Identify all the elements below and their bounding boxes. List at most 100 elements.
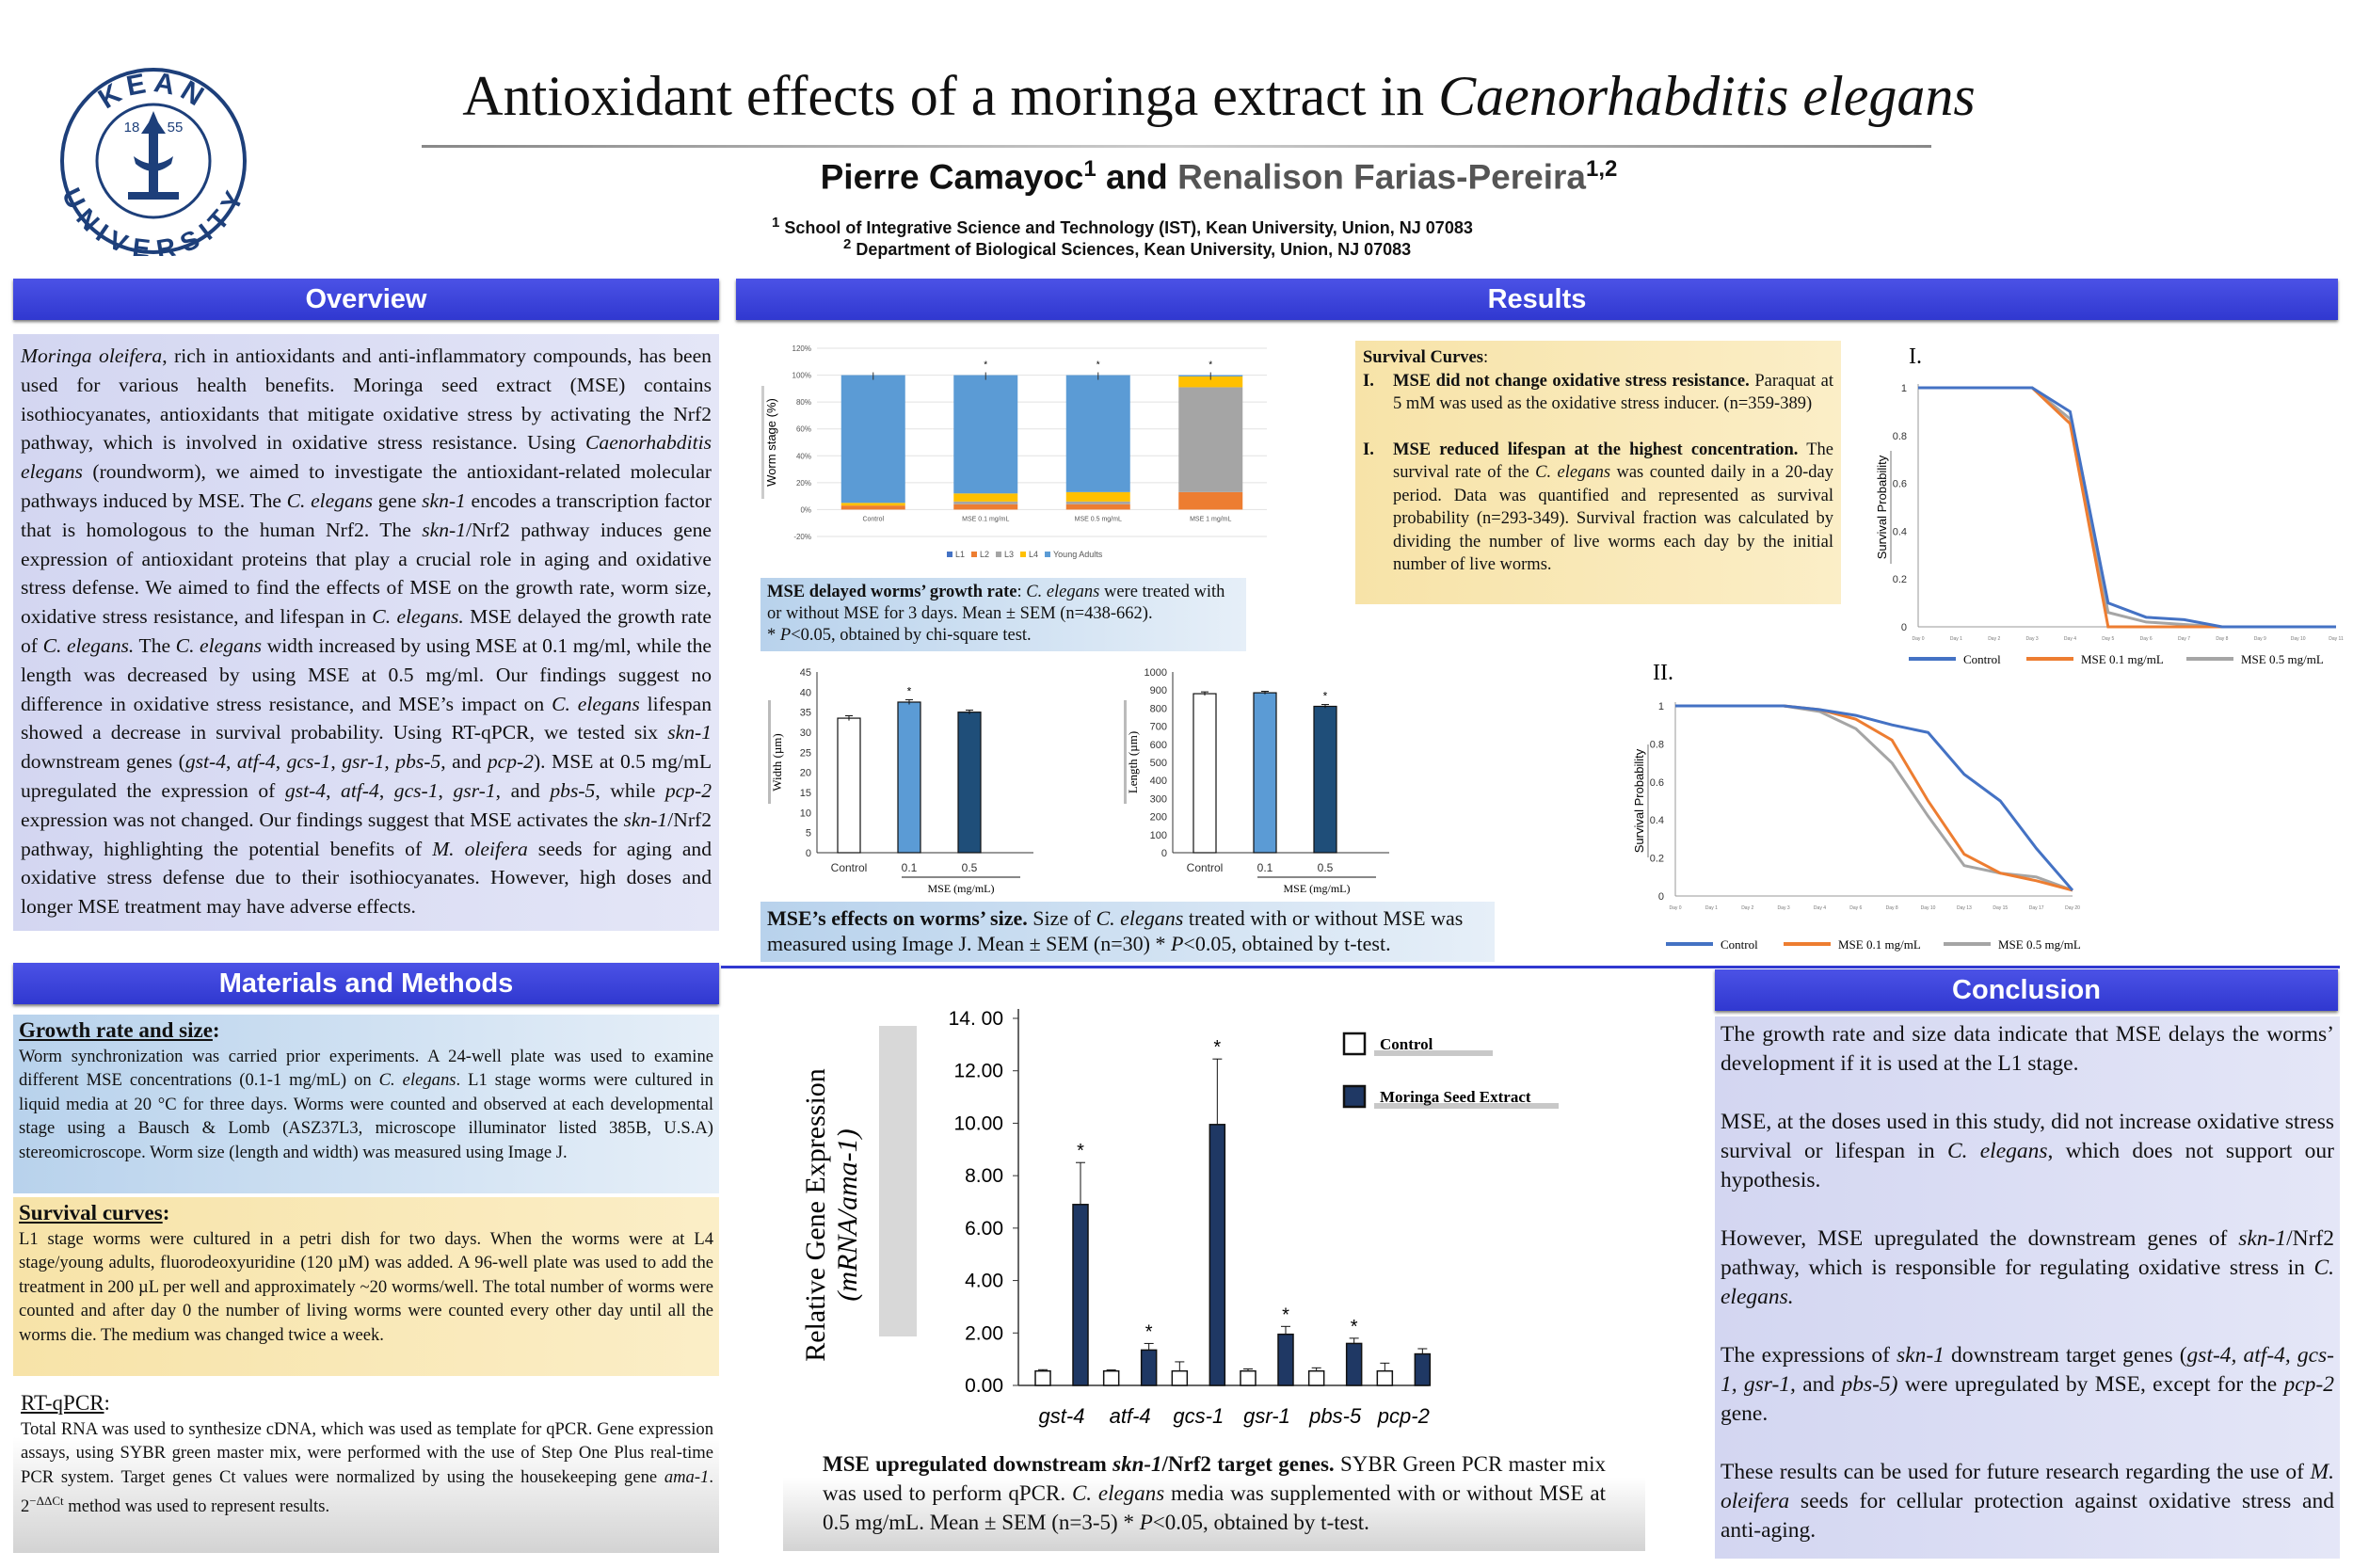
- legend-label: MSE 0.1 mg/mL: [1838, 937, 1921, 952]
- conclusion-panel: The growth rate and size data indicate t…: [1715, 1016, 2340, 1559]
- stacked-bar-segment: [953, 493, 1018, 502]
- stacked-bar-segment: [840, 375, 905, 504]
- y-tick-label: 0.2: [1893, 574, 1907, 585]
- gene-bar: [1072, 1204, 1089, 1386]
- x-tick-label: Day 4: [1814, 905, 1826, 911]
- y-tick-label: 700: [1150, 722, 1167, 733]
- legend-swatch: [947, 552, 952, 557]
- x-axis-label: MSE (mg/mL): [928, 882, 995, 895]
- x-tick-label: gcs-1: [1173, 1404, 1224, 1428]
- y-tick-label: 10: [800, 808, 811, 819]
- significance-star: *: [1145, 1321, 1153, 1342]
- size-bar: [1253, 692, 1277, 854]
- panel-label: I.: [1909, 344, 1922, 369]
- y-axis-label: Worm stage (%): [764, 398, 778, 487]
- survival-method-text: Survival curves: L1 stage worms were cult…: [19, 1201, 713, 1345]
- gene-bar: [1209, 1124, 1226, 1386]
- x-tick-label: Day 11: [2329, 636, 2344, 642]
- survival-line: [1918, 386, 2336, 629]
- x-tick-label: pbs-5: [1308, 1404, 1362, 1428]
- aff2-sup: 2: [843, 236, 852, 252]
- x-tick-label: Day 10: [2291, 636, 2306, 642]
- axis-label-bar: [1647, 744, 1649, 857]
- y-axis-label: Survival Probability: [1632, 748, 1646, 853]
- growth-method-text: Growth rate and size: Worm synchronizatio…: [19, 1018, 713, 1162]
- x-tick-label: Day 20: [2065, 905, 2080, 911]
- y-tick-label: 20%: [796, 479, 811, 488]
- title-rule: [422, 145, 1931, 148]
- conclusion-header: Conclusion: [1715, 969, 2338, 1011]
- logo-year-left: 18: [124, 120, 140, 136]
- survival-line: [1675, 704, 2073, 892]
- x-tick-label: Day 10: [1921, 905, 1936, 911]
- growth-stage-chart: 120% 100% 80% 60% 40% 20% 0% -20% Worm stage (%)…: [761, 344, 1267, 559]
- x-tick-label: MSE 0.5 mg/mL: [1075, 516, 1122, 522]
- x-tick-label: Day 15: [1993, 905, 2008, 911]
- conclusion-p3: However, MSE upregulated the downstream …: [1721, 1226, 2334, 1309]
- x-tick-label: 0.5: [962, 861, 978, 874]
- legend-swatch: [971, 552, 977, 557]
- legend-label: Young Adults: [1053, 550, 1103, 559]
- y-tick-label: 1: [1901, 383, 1907, 394]
- y-tick-label: 900: [1150, 685, 1167, 696]
- stacked-bar-segment: [840, 505, 905, 510]
- stacked-bar-segment: [1178, 376, 1243, 388]
- y-tick-label: 0: [806, 848, 811, 859]
- y-tick-label: 100: [1150, 830, 1167, 841]
- y-tick-label: 0.6: [1893, 479, 1907, 490]
- x-tick-label: Day 3: [2026, 636, 2039, 642]
- gene-bar: [1240, 1369, 1257, 1386]
- legend-label: Control: [1380, 1035, 1433, 1053]
- significance-star: *: [1282, 1304, 1289, 1325]
- x-tick-label: Day 2: [1741, 905, 1753, 911]
- gene-caption: MSE upregulated downstream skn-1/Nrf2 ta…: [783, 1446, 1645, 1551]
- gene-bar: [1171, 1369, 1189, 1386]
- y-tick-label: 20: [800, 768, 811, 779]
- legend-swatch: [996, 552, 1001, 557]
- x-tick-label: atf-4: [1110, 1404, 1151, 1428]
- x-tick-label: 0.1: [1257, 861, 1273, 874]
- legend-shadow: [1374, 1103, 1559, 1109]
- title-main: Antioxidant effects of a moringa extract…: [462, 65, 1439, 127]
- y-tick-label: 15: [800, 788, 811, 799]
- size-bar: [1313, 705, 1337, 854]
- x-tick-label: Control: [862, 516, 884, 522]
- x-tick-label: Day 8: [2216, 636, 2228, 642]
- y-tick-label: 0.4: [1650, 815, 1664, 826]
- stacked-bar-segment: [953, 375, 1018, 494]
- y-tick-label: 300: [1150, 793, 1167, 805]
- y-tick-label: 35: [800, 708, 811, 719]
- stacked-bar-segment: [1178, 491, 1243, 510]
- significance-star: *: [1077, 1141, 1084, 1161]
- legend-swatch: [1045, 552, 1050, 557]
- kean-logo: KEAN UNIVERSITY 18 55: [58, 67, 247, 256]
- x-axis-label: MSE (mg/mL): [1284, 882, 1351, 895]
- x-tick-label: Day 5: [2102, 636, 2114, 642]
- size-bar: [837, 717, 861, 854]
- gene-bar: [1414, 1352, 1432, 1386]
- authors: Pierre Camayoc1 and Renalison Farias-Per…: [282, 156, 2155, 197]
- conclusion-p5: These results can be used for future res…: [1721, 1460, 2334, 1543]
- y-tick-label: 0%: [800, 505, 811, 514]
- y-tick-label: 45: [800, 667, 811, 679]
- gene-bar: [1376, 1369, 1394, 1386]
- x-tick-label: gsr-1: [1243, 1404, 1290, 1428]
- methods-growth-panel: Growth rate and size: Worm synchronizatio…: [13, 1015, 719, 1193]
- significance-star: *: [1351, 1317, 1358, 1337]
- y-tick-label: 400: [1150, 776, 1167, 787]
- survival-line: [1918, 386, 2336, 629]
- y-tick-label: 2.00: [965, 1322, 1003, 1344]
- y-tick-label: 25: [800, 747, 811, 759]
- stacked-bar-segment: [953, 501, 1018, 504]
- stacked-bar-segment: [1065, 375, 1130, 492]
- legend-swatch: [1342, 1032, 1367, 1056]
- author-2-affil: 1,2: [1585, 156, 1618, 182]
- x-tick-label: Day 8: [1886, 905, 1898, 911]
- survival-chart-II: II. 1 0.8 0.6 0.4 0.2 0 Day 0 Day 1 Day 2 Day 3 Day…: [1632, 661, 2081, 952]
- x-tick-label: Control: [831, 861, 868, 874]
- y-axis-label: Length (µm): [1126, 731, 1140, 793]
- x-tick-label: Day 17: [2029, 905, 2044, 911]
- significance-star: *: [1096, 360, 1100, 371]
- y-tick-label: 8.00: [965, 1165, 1003, 1187]
